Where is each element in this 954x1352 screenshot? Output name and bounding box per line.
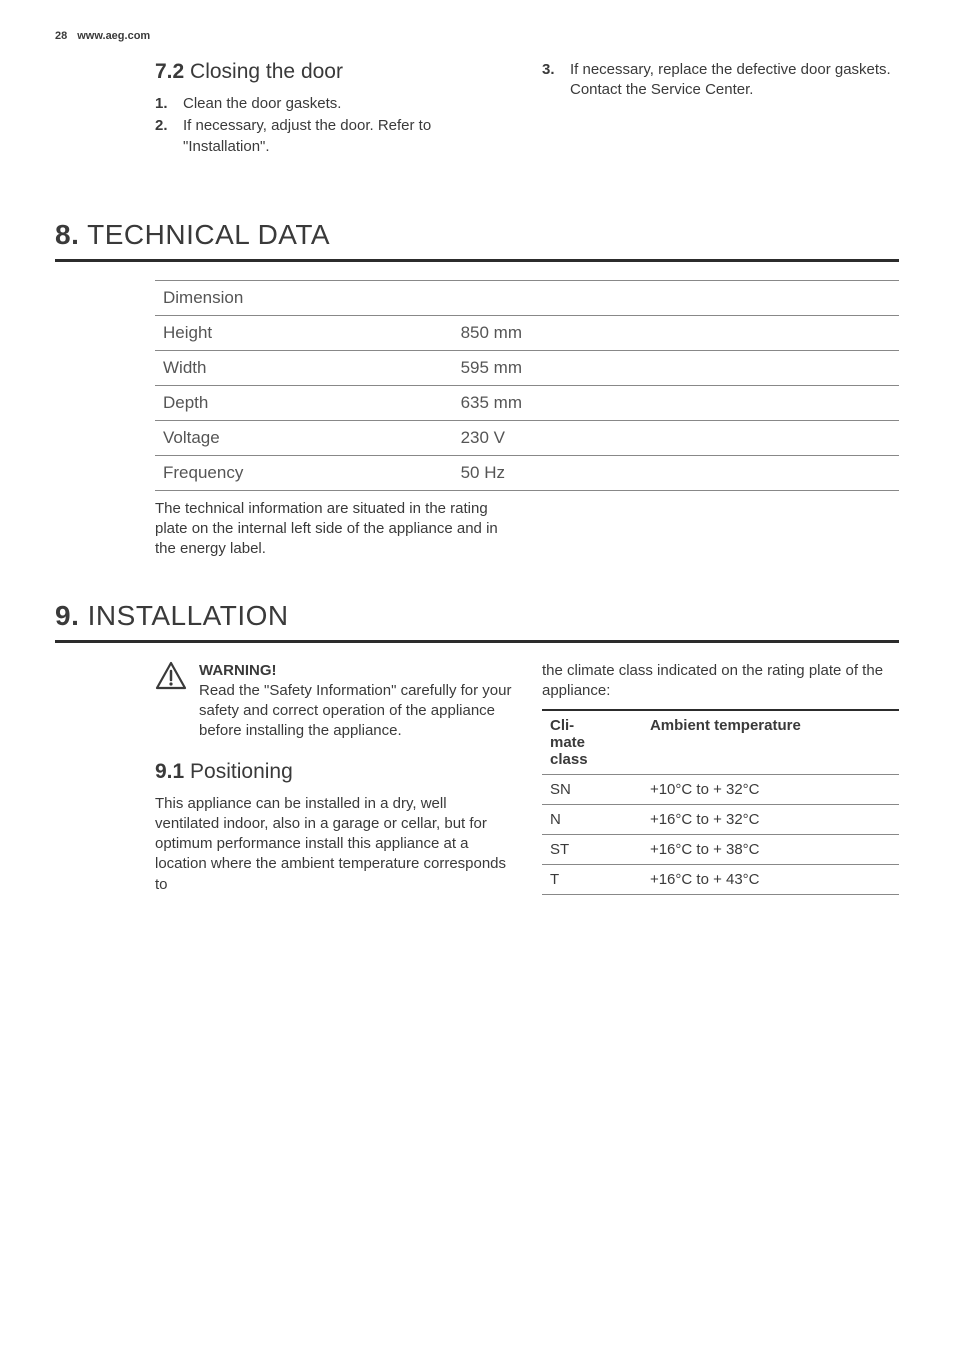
table-row: Width595 mm [155,350,899,385]
warning-text: WARNING! Read the "Safety Information" c… [199,661,512,742]
table-row: T+16°C to + 43°C [542,865,899,895]
section-8-body: DimensionHeight850 mmWidth595 mmDepth635… [55,280,899,600]
subsection-7-2-title: 7.2 Closing the door [155,60,512,84]
section-num: 9. [55,600,79,631]
list-text: If necessary, adjust the door. Refer to … [183,116,512,157]
table-row: Height850 mm [155,315,899,350]
tech-value-cell: 230 V [453,420,899,455]
climate-header-temp: Ambient temperature [642,710,899,775]
table-row: Dimension [155,280,899,315]
steps-left: 1. Clean the door gaskets. 2. If necessa… [155,94,512,157]
section-9-title: 9. INSTALLATION [55,600,899,643]
content-area: 7.2 Closing the door 1. Clean the door g… [55,60,899,219]
section-9-row: WARNING! Read the "Safety Information" c… [155,661,899,903]
list-text: Clean the door gaskets. [183,94,341,114]
section-7-2-left: 7.2 Closing the door 1. Clean the door g… [155,60,512,159]
subsection-num: 7.2 [155,60,184,83]
tech-label-cell: Dimension [155,280,453,315]
section-num: 8. [55,219,79,250]
climate-temp-cell: +16°C to + 32°C [642,805,899,835]
list-item: 2. If necessary, adjust the door. Refer … [155,116,512,157]
subsection-9-1-title: 9.1 Positioning [155,760,512,784]
climate-temp-cell: +10°C to + 32°C [642,775,899,805]
section-text: INSTALLATION [88,600,289,631]
tech-value-cell: 850 mm [453,315,899,350]
table-row: Depth635 mm [155,385,899,420]
section-8-title: 8. TECHNICAL DATA [55,219,899,262]
climate-temp-cell: +16°C to + 38°C [642,835,899,865]
technical-note: The technical information are situated i… [155,499,520,560]
tech-value-cell: 50 Hz [453,455,899,490]
table-header-row: Cli-mateclass Ambient temperature [542,710,899,775]
list-marker: 1. [155,94,183,114]
tech-sublabel-cell: Depth [155,385,453,420]
section-9-left: WARNING! Read the "Safety Information" c… [155,661,512,903]
section-text: TECHNICAL DATA [87,219,330,250]
climate-temp-cell: +16°C to + 43°C [642,865,899,895]
climate-table: Cli-mateclass Ambient temperature SN+10°… [542,709,899,895]
tech-sublabel-cell: Height [155,315,453,350]
climate-class-cell: N [542,805,642,835]
table-row: ST+16°C to + 38°C [542,835,899,865]
list-text: If necessary, replace the defective door… [570,60,899,101]
tech-sublabel-cell: Width [155,350,453,385]
warning-body: Read the "Safety Information" carefully … [199,682,511,740]
table-row: Frequency50 Hz [155,455,899,490]
list-item: 3. If necessary, replace the defective d… [542,60,899,101]
climate-header-class: Cli-mateclass [542,710,642,775]
page-number: 28 [55,30,67,42]
warning-title: WARNING! [199,662,277,679]
warning-block: WARNING! Read the "Safety Information" c… [155,661,512,742]
list-marker: 3. [542,60,570,101]
climate-class-cell: T [542,865,642,895]
table-row: N+16°C to + 32°C [542,805,899,835]
tech-value-cell: 635 mm [453,385,899,420]
header-url: www.aeg.com [77,30,150,42]
header-text: Ambient temperature [650,717,801,734]
subsection-text: Closing the door [190,60,343,83]
page-header: 28 www.aeg.com [55,30,899,42]
tech-label-cell: Frequency [155,455,453,490]
subsection-num: 9.1 [155,760,184,783]
steps-right: 3. If necessary, replace the defective d… [542,60,899,101]
positioning-para: This appliance can be installed in a dry… [155,794,512,895]
section-9-body: WARNING! Read the "Safety Information" c… [55,661,899,903]
list-marker: 2. [155,116,183,157]
section-7-2-right: 3. If necessary, replace the defective d… [542,60,899,159]
header-text: Cli-mateclass [550,717,588,768]
tech-label-cell: Voltage [155,420,453,455]
tech-value-cell: 595 mm [453,350,899,385]
climate-class-cell: ST [542,835,642,865]
section-9-right: the climate class indicated on the ratin… [542,661,899,903]
tech-value-cell [453,280,899,315]
list-item: 1. Clean the door gaskets. [155,94,512,114]
climate-class-cell: SN [542,775,642,805]
table-row: Voltage230 V [155,420,899,455]
climate-intro: the climate class indicated on the ratin… [542,661,899,702]
subsection-text: Positioning [190,760,293,783]
table-row: SN+10°C to + 32°C [542,775,899,805]
warning-icon [155,661,187,742]
technical-data-table: DimensionHeight850 mmWidth595 mmDepth635… [155,280,899,491]
section-7-2-row: 7.2 Closing the door 1. Clean the door g… [155,60,899,159]
